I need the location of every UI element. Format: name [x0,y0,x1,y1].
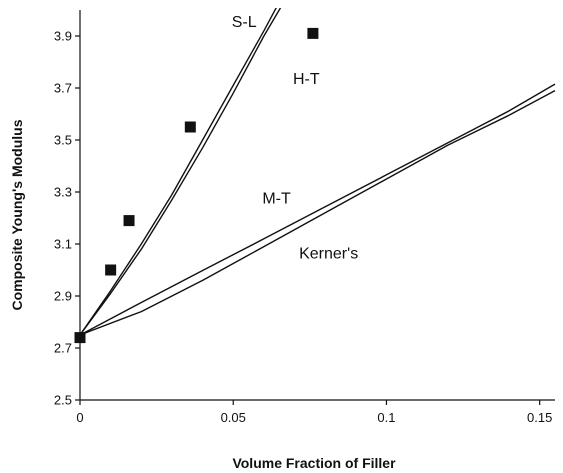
y-tick-label: 3.7 [54,81,72,96]
x-axis: 0 0.05 0.1 0.15 [76,399,555,425]
x-tick-label: 0.05 [221,410,246,425]
x-tick-label: 0 [76,410,83,425]
annotation-label: Kerner's [299,245,358,262]
series-line-m-t [80,83,556,336]
x-tick-label: 0.15 [527,410,552,425]
y-axis: 2.5 2.7 2.9 3.1 3.3 3.5 3.7 3.9 [54,10,81,408]
series-line-s-l [80,8,277,336]
y-tick-label: 3.1 [54,237,72,252]
data-point [184,121,196,133]
y-axis-title: Composite Young's Modulus [9,119,25,310]
y-tick-label: 3.9 [54,29,72,44]
y-tick-label: 3.3 [54,185,72,200]
x-tick-label: 0.1 [377,410,395,425]
series-line-h-t [80,8,282,336]
annotation-label: H-T [293,71,320,88]
y-tick-label: 2.5 [54,393,72,408]
data-point [307,27,319,39]
series-layer [80,8,556,336]
data-point [123,215,135,227]
data-point [105,264,117,276]
x-axis-title: Volume Fraction of Filler [232,455,396,471]
y-tick-label: 3.5 [54,133,72,148]
annotation-label: S-L [232,14,257,31]
y-tick-label: 2.9 [54,289,72,304]
data-markers [74,27,319,344]
annotation-layer: S-L H-T M-T Kerner's [232,14,358,262]
data-point [74,332,86,344]
series-line-kerner-s [80,89,556,336]
y-tick-label: 2.7 [54,341,72,356]
annotation-label: M-T [262,191,291,208]
